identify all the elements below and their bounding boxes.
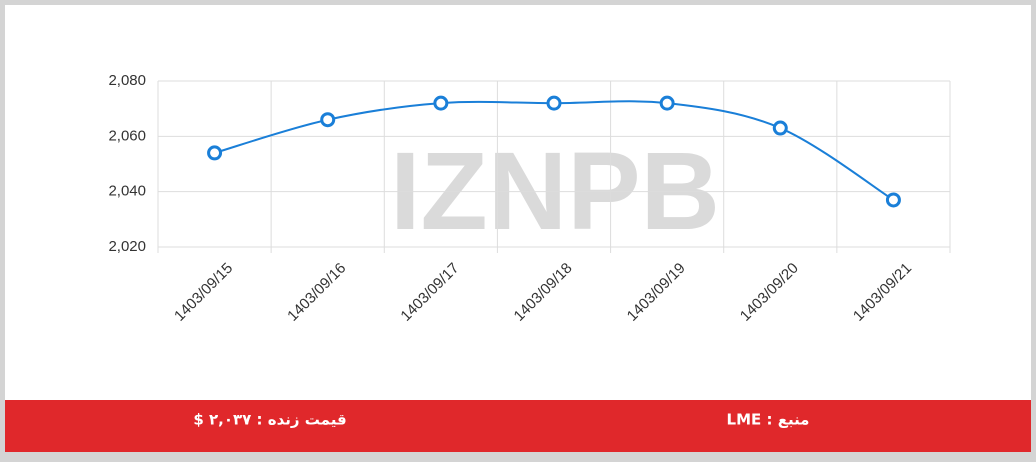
footer-bar	[5, 400, 1031, 452]
point	[207, 145, 223, 161]
point	[320, 112, 336, 128]
y-tick-label: 2,020	[108, 238, 146, 255]
point	[772, 120, 788, 136]
source: منبع : LME	[727, 411, 810, 429]
y-tick-label: 2,040	[108, 183, 146, 200]
point	[659, 95, 675, 111]
y-tick-label: 2,080	[108, 72, 146, 89]
y-tick-label: 2,060	[108, 127, 146, 144]
live-price: قیمت زنده : ۲,۰۳۷ $	[193, 411, 346, 429]
point	[546, 95, 562, 111]
panel	[5, 5, 1031, 452]
point	[885, 192, 901, 208]
point	[433, 95, 449, 111]
